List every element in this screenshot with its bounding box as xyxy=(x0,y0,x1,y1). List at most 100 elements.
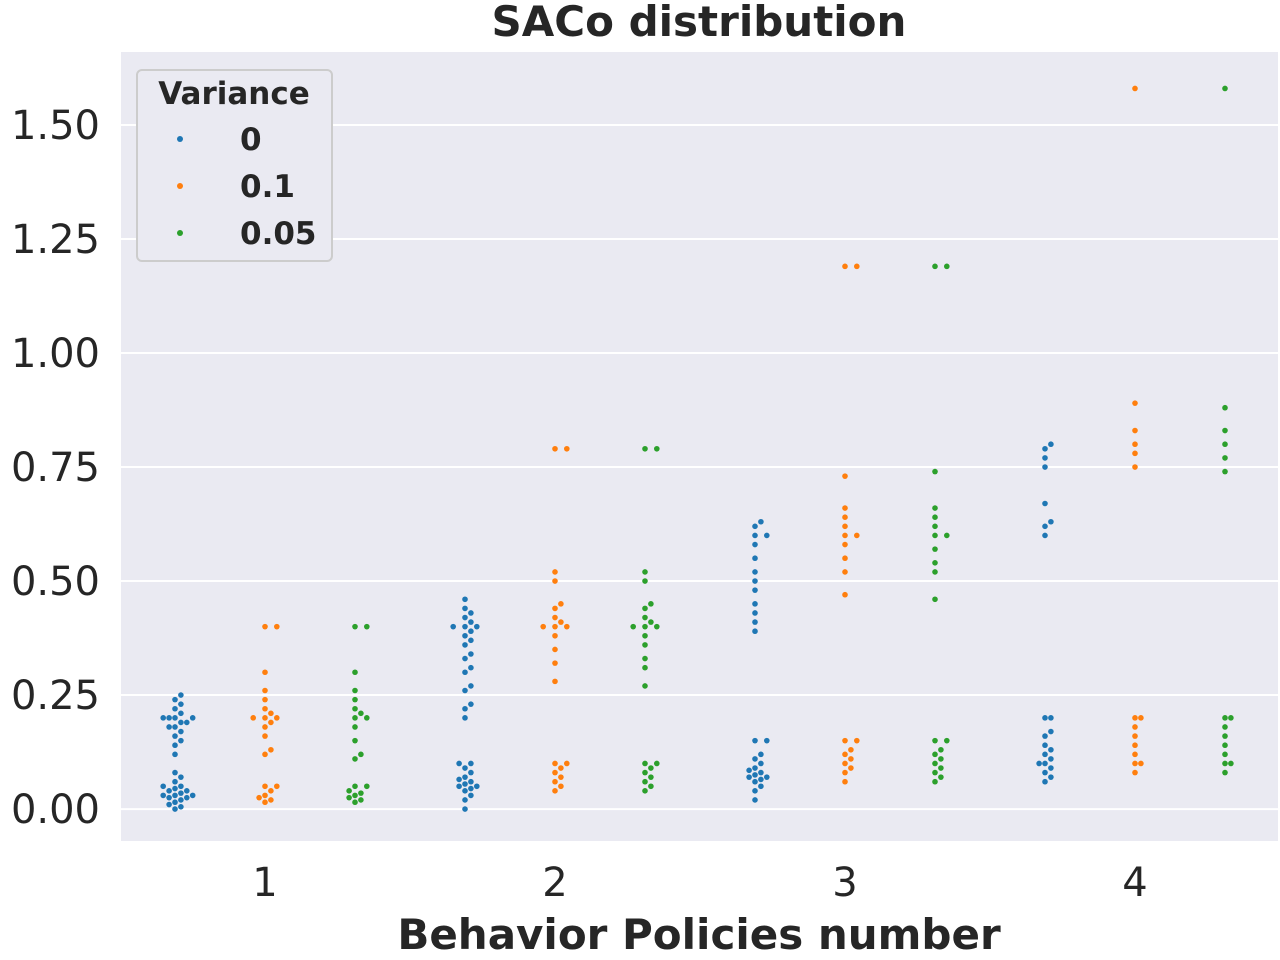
data-point xyxy=(932,596,938,603)
data-point xyxy=(564,760,570,767)
data-point xyxy=(1042,715,1048,721)
data-point xyxy=(642,683,648,689)
data-point xyxy=(842,778,848,785)
data-point xyxy=(552,769,558,776)
data-point xyxy=(1132,450,1138,457)
data-point xyxy=(364,715,370,721)
data-point xyxy=(178,719,184,726)
data-point xyxy=(346,794,352,801)
data-point xyxy=(160,792,166,799)
data-point xyxy=(172,715,178,721)
x-tick-label: 4 xyxy=(1122,860,1147,906)
data-point xyxy=(352,799,358,806)
data-point xyxy=(462,614,468,621)
data-point xyxy=(746,767,752,774)
data-point xyxy=(854,737,860,744)
data-point xyxy=(358,790,364,796)
data-point xyxy=(462,642,468,648)
y-tick-label: 1.25 xyxy=(11,217,100,263)
data-point xyxy=(1222,85,1228,92)
data-point xyxy=(932,778,938,785)
data-point xyxy=(558,783,564,790)
data-point xyxy=(172,733,178,739)
data-point xyxy=(752,778,758,785)
data-point xyxy=(642,664,648,671)
data-point xyxy=(642,445,648,452)
data-point xyxy=(262,724,268,730)
data-point xyxy=(648,619,654,625)
grid-lines xyxy=(121,123,1278,811)
data-point xyxy=(648,774,654,780)
data-point xyxy=(189,715,196,721)
data-point xyxy=(842,263,848,270)
data-point xyxy=(842,523,848,530)
data-point xyxy=(552,614,558,621)
data-point xyxy=(944,532,950,539)
y-tick-label: 0.25 xyxy=(11,673,100,719)
data-point xyxy=(166,794,172,801)
data-point xyxy=(462,781,468,787)
data-point xyxy=(758,760,764,767)
data-point xyxy=(468,769,474,776)
data-point xyxy=(274,623,280,630)
legend-frame xyxy=(136,69,333,262)
data-point xyxy=(468,792,474,799)
data-point xyxy=(268,797,274,803)
data-point xyxy=(752,555,758,562)
data-point xyxy=(462,806,468,812)
data-point xyxy=(842,769,848,776)
legend-label: 0.1 xyxy=(240,169,295,205)
data-point xyxy=(1228,760,1234,767)
data-point xyxy=(932,514,938,520)
data-point xyxy=(552,605,558,612)
data-point xyxy=(450,623,457,630)
data-point xyxy=(648,783,654,790)
data-point xyxy=(552,778,558,785)
data-point xyxy=(842,569,848,575)
legend: Variance 0 0.1 0.05 xyxy=(136,69,333,262)
data-point xyxy=(468,760,474,767)
data-point xyxy=(752,788,758,794)
data-point xyxy=(352,724,358,730)
data-point xyxy=(752,601,758,607)
data-point xyxy=(752,541,758,548)
data-point xyxy=(552,678,558,685)
data-point xyxy=(752,765,758,771)
data-point xyxy=(1228,715,1234,721)
data-point xyxy=(1048,756,1054,762)
data-point xyxy=(1132,724,1138,730)
data-point xyxy=(468,701,474,707)
data-point xyxy=(474,623,480,630)
data-point xyxy=(552,569,558,575)
data-point xyxy=(262,623,268,630)
data-point xyxy=(642,769,648,776)
data-point xyxy=(558,774,564,780)
data-point xyxy=(172,792,178,799)
data-point xyxy=(758,751,764,758)
data-point xyxy=(178,783,184,790)
data-point xyxy=(268,719,274,726)
data-point xyxy=(932,569,938,575)
data-point xyxy=(1042,769,1048,776)
x-tick-label: 1 xyxy=(252,860,277,906)
data-point xyxy=(752,756,758,762)
data-point xyxy=(1042,733,1048,739)
data-point xyxy=(474,783,480,790)
data-point xyxy=(262,687,268,694)
chart-title: SACo distribution xyxy=(492,0,907,46)
data-point xyxy=(468,628,474,635)
data-point xyxy=(648,601,654,607)
data-point xyxy=(1222,742,1228,749)
data-point xyxy=(642,760,648,767)
legend-title: Variance xyxy=(158,76,310,112)
data-point xyxy=(1048,441,1054,448)
data-point xyxy=(842,505,848,511)
data-point xyxy=(462,669,468,676)
data-point xyxy=(764,532,770,539)
data-point xyxy=(642,614,648,621)
data-point xyxy=(764,737,770,744)
data-point xyxy=(1222,733,1228,739)
data-point xyxy=(552,760,558,767)
data-point xyxy=(1222,760,1228,767)
data-point xyxy=(1042,778,1048,785)
